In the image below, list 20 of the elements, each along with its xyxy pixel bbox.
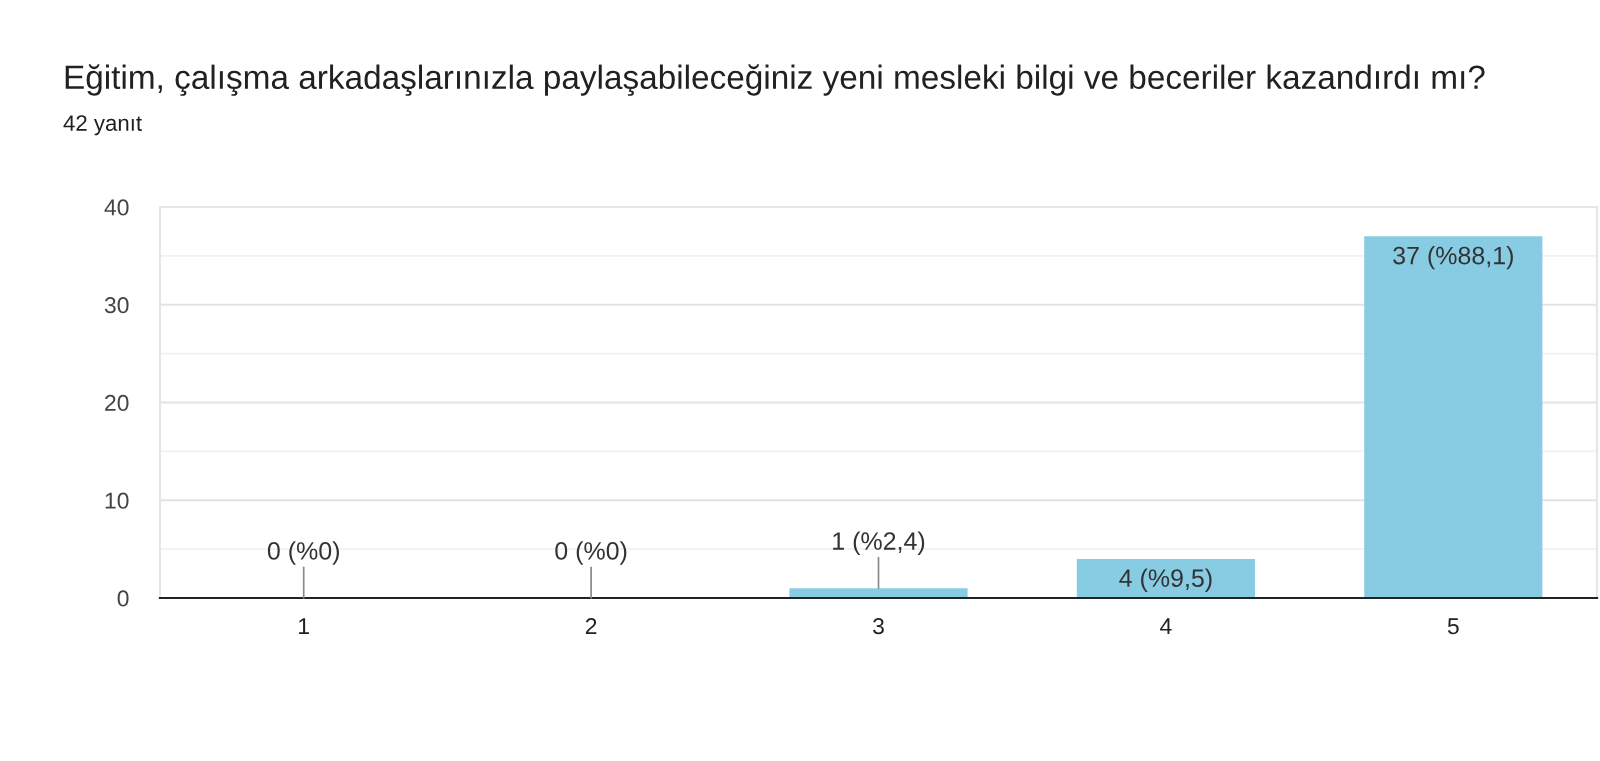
y-tick-label: 0 (117, 590, 129, 607)
chart-subtitle: 42 yanıt (63, 115, 142, 136)
x-tick-label: 2 (585, 618, 597, 635)
y-tick-label: 20 (105, 394, 129, 412)
bar (1364, 236, 1543, 598)
data-label: 1 (%2,4) (833, 531, 925, 555)
y-tick-label: 40 (104, 199, 129, 216)
x-tick-label: 5 (1447, 618, 1459, 635)
bar (789, 588, 968, 598)
chart-title: Eğitim, çalışma arkadaşlarınızla paylaşabileceğiniz yeni mesleki bilgi ve beceriler kazandırdı mı? (65, 64, 1485, 96)
x-tick-label: 4 (1160, 618, 1172, 635)
x-tick-label: 3 (873, 618, 884, 635)
bar (1076, 558, 1255, 598)
data-label: 0 (%0) (555, 541, 627, 565)
y-tick-label: 30 (104, 297, 129, 314)
data-label: 0 (%0) (267, 541, 339, 565)
y-tick-label: 10 (105, 492, 129, 509)
data-label: 37 (%88,1) (1393, 246, 1513, 270)
data-label: 4 (%9,5) (1119, 568, 1212, 592)
x-tick-label: 1 (299, 618, 309, 635)
